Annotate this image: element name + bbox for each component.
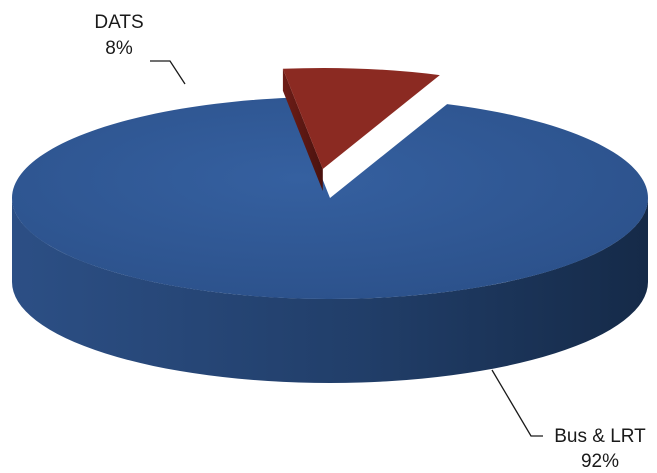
slice-bus-lrt-side: [12, 198, 648, 383]
label-bus-lrt-value: 92%: [581, 451, 619, 472]
slice-bus-lrt-top: [11, 97, 648, 300]
slice-bus-lrt: [11, 97, 648, 383]
label-dats-name: DATS: [94, 12, 143, 33]
leader-line-dats: [150, 60, 186, 85]
slice-dats-side: [282, 68, 323, 191]
label-dats-value: 8%: [105, 38, 133, 59]
label-bus-lrt-name: Bus & LRT: [554, 426, 646, 447]
leader-line-bus-lrt: [491, 369, 543, 437]
slice-dats: [282, 68, 440, 191]
slice-dats-top: [282, 68, 440, 169]
